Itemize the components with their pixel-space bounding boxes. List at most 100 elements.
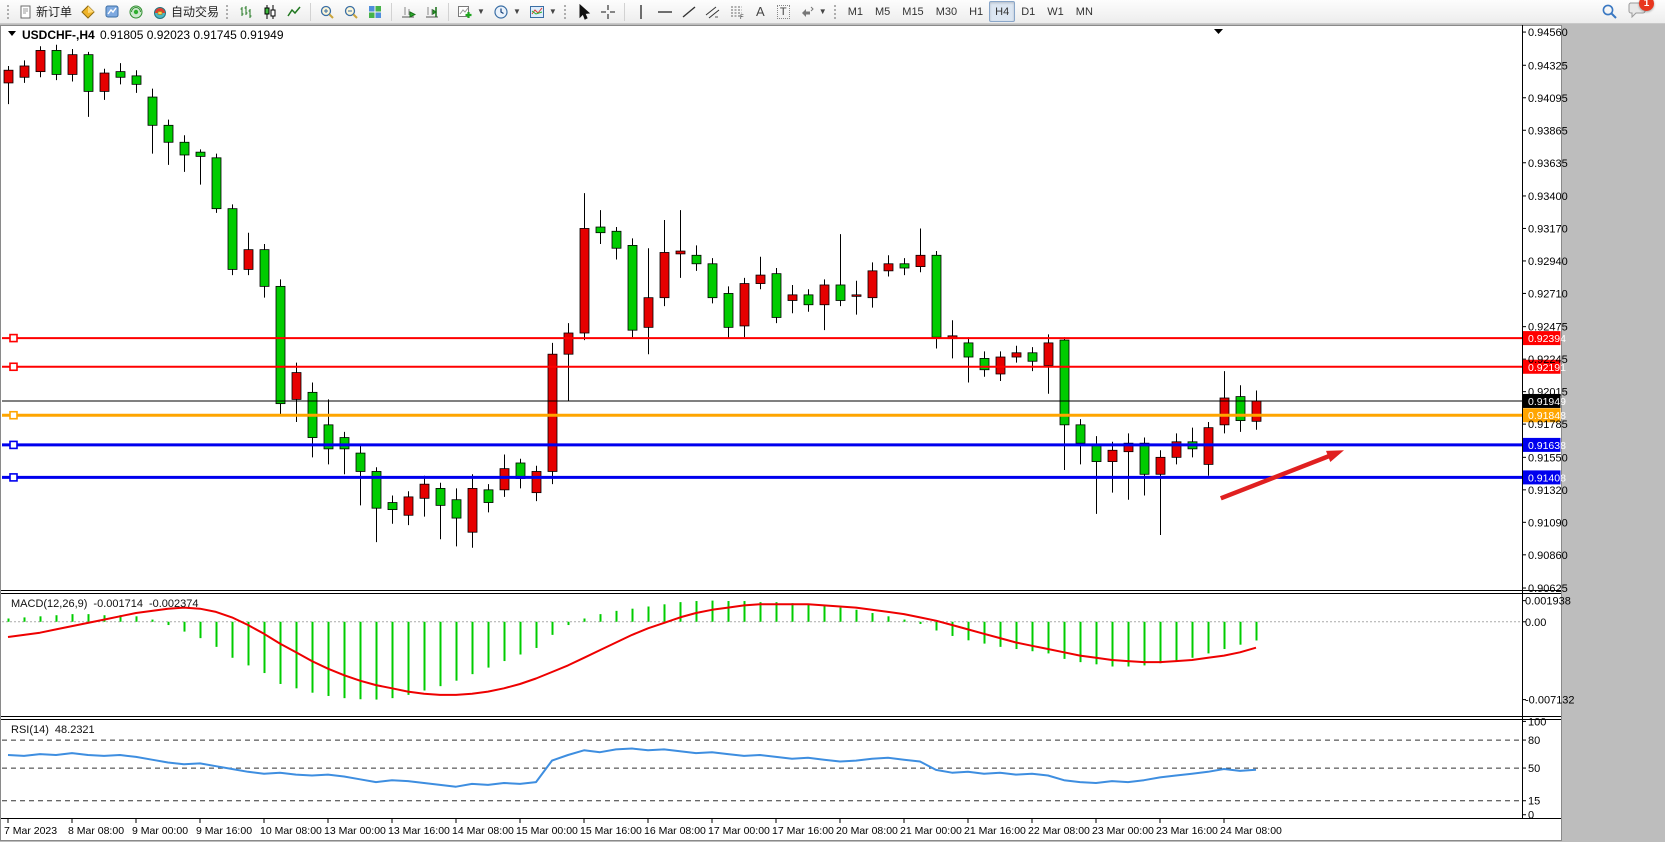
tile-windows-button[interactable] [363, 1, 387, 22]
candle[interactable] [835, 234, 846, 307]
candle[interactable] [291, 362, 302, 423]
candle[interactable] [387, 495, 398, 524]
timeframe-W1[interactable]: W1 [1047, 5, 1064, 18]
candle[interactable] [1075, 419, 1086, 465]
candle[interactable] [83, 51, 94, 117]
chart-shift-button[interactable] [420, 1, 444, 22]
candle[interactable] [739, 277, 750, 338]
auto-scroll-button[interactable] [396, 1, 420, 22]
zoom-in-button[interactable] [315, 1, 339, 22]
signals-button[interactable] [124, 1, 148, 22]
line-handle[interactable] [9, 362, 18, 372]
candle[interactable] [195, 149, 206, 185]
cursor-button[interactable] [572, 1, 596, 22]
candle[interactable] [899, 258, 910, 276]
candle[interactable] [787, 284, 798, 314]
timeframe-M1[interactable]: M1 [847, 5, 863, 18]
candle[interactable] [1235, 385, 1246, 432]
candlestick-chart-button[interactable] [258, 1, 282, 22]
candle[interactable] [227, 204, 238, 276]
text-tool-button[interactable]: A [749, 1, 772, 22]
line-handle[interactable] [9, 440, 18, 450]
candle[interactable] [51, 44, 62, 81]
macd-panel[interactable] [2, 600, 1522, 700]
candle[interactable] [371, 467, 382, 543]
candle[interactable] [723, 286, 734, 339]
candle[interactable] [1139, 437, 1150, 496]
candle[interactable] [67, 49, 78, 82]
candle[interactable] [419, 475, 430, 517]
timeframe-H4[interactable]: H4 [989, 1, 1016, 22]
candle[interactable] [163, 119, 174, 165]
trendline-tool-button[interactable] [677, 1, 701, 22]
crosshair-button[interactable] [596, 1, 620, 22]
candle[interactable] [931, 251, 942, 349]
candle[interactable] [643, 248, 654, 355]
candle[interactable] [483, 484, 494, 513]
toolbar-grip[interactable] [562, 3, 568, 20]
timeframe-M30[interactable]: M30 [935, 5, 958, 18]
line-handle[interactable] [9, 333, 18, 343]
candle[interactable] [243, 232, 254, 276]
candle[interactable] [755, 256, 766, 290]
candle[interactable] [851, 280, 862, 315]
candle[interactable] [675, 210, 686, 278]
candle[interactable] [99, 68, 110, 100]
candle[interactable] [915, 228, 926, 273]
chart-menu-triangle-icon[interactable] [8, 31, 16, 36]
candle[interactable] [1219, 371, 1230, 434]
candle[interactable] [467, 474, 478, 548]
candle[interactable] [179, 135, 190, 172]
candle[interactable] [339, 431, 350, 475]
rsi-panel[interactable] [2, 739, 1522, 802]
time-axis[interactable]: 7 Mar 2023 8 Mar 08:00 9 Mar 00:00 9 Mar 16… [4, 819, 1282, 837]
candle[interactable] [1171, 433, 1182, 465]
equidistant-channel-tool-button[interactable] [701, 1, 725, 22]
horizontal-line-tool-button[interactable] [653, 1, 677, 22]
data-window-button[interactable] [100, 1, 124, 22]
indicators-button[interactable]: ▼ [453, 1, 489, 22]
candle[interactable] [499, 454, 510, 497]
vertical-line-tool-button[interactable] [629, 1, 653, 22]
candle[interactable] [147, 88, 158, 154]
candle[interactable] [563, 323, 574, 401]
candle[interactable] [1043, 334, 1054, 394]
candle[interactable] [1107, 441, 1118, 493]
timeframe-H1[interactable]: H1 [969, 5, 984, 18]
candle[interactable] [275, 279, 286, 415]
candle[interactable] [1011, 345, 1022, 363]
line-handle[interactable] [9, 473, 18, 482]
candle[interactable] [883, 255, 894, 277]
candle[interactable] [531, 465, 542, 502]
candle[interactable] [403, 491, 414, 526]
candle[interactable] [1059, 337, 1070, 471]
candle[interactable] [435, 482, 446, 540]
arrows-tool-button[interactable]: ▼ [795, 1, 831, 22]
candle[interactable] [131, 70, 142, 93]
candle[interactable] [595, 210, 606, 244]
line-handle[interactable] [9, 410, 18, 420]
candle[interactable] [451, 488, 462, 547]
candle[interactable] [803, 289, 814, 312]
trend-arrow-annotation[interactable] [1219, 450, 1344, 501]
candle[interactable] [323, 399, 334, 465]
candle[interactable] [3, 65, 14, 105]
line-chart-button[interactable] [282, 1, 306, 22]
candle[interactable] [35, 46, 46, 78]
candle[interactable] [707, 258, 718, 304]
candle[interactable] [979, 351, 990, 377]
candle[interactable] [771, 268, 782, 324]
timeframe-MN[interactable]: MN [1075, 5, 1093, 18]
notifications-button[interactable]: 1 [1628, 0, 1654, 23]
candle[interactable] [547, 342, 558, 485]
toolbar-grip[interactable] [832, 3, 838, 20]
candle[interactable] [19, 60, 30, 83]
zoom-out-button[interactable] [339, 1, 363, 22]
candle[interactable] [355, 446, 366, 506]
new-order-button[interactable]: 新订单 [15, 1, 76, 22]
toolbar-grip[interactable] [225, 3, 231, 20]
auto-trading-button[interactable]: 自动交易 [148, 1, 223, 22]
templates-button[interactable]: ▼ [525, 1, 561, 22]
fibonacci-tool-button[interactable]: F [725, 1, 749, 22]
bar-chart-button[interactable] [234, 1, 258, 22]
